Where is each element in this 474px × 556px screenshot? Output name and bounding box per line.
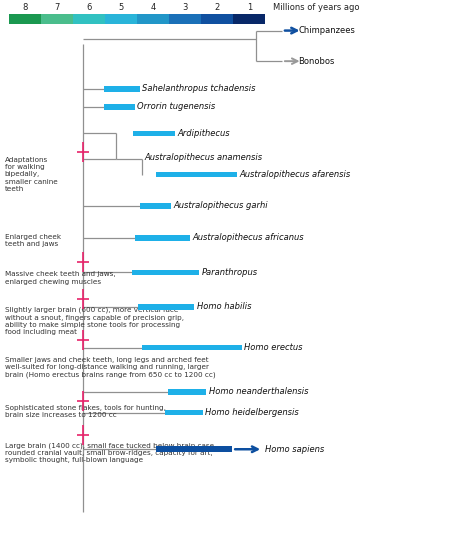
- Text: Slightly larger brain (600 cc), more vertical face
without a snout, fingers capa: Slightly larger brain (600 cc), more ver…: [5, 307, 184, 335]
- Text: 1: 1: [247, 3, 252, 12]
- Text: Australopithecus anamensis: Australopithecus anamensis: [145, 153, 263, 162]
- Text: Homo neanderthalensis: Homo neanderthalensis: [209, 388, 308, 396]
- Text: Australopithecus africanus: Australopithecus africanus: [192, 234, 303, 242]
- Text: Homo sapiens: Homo sapiens: [265, 445, 325, 454]
- Text: 3: 3: [183, 3, 188, 12]
- Text: 2: 2: [215, 3, 220, 12]
- Bar: [156, 446, 232, 452]
- Text: 4: 4: [151, 3, 156, 12]
- Text: Smaller jaws and cheek teeth, long legs and arched feet
well-suited for long-dis: Smaller jaws and cheek teeth, long legs …: [5, 357, 215, 378]
- Bar: [138, 304, 194, 310]
- Text: Homo heidelbergensis: Homo heidelbergensis: [205, 408, 299, 417]
- Text: Paranthropus: Paranthropus: [201, 268, 257, 277]
- Text: Bonobos: Bonobos: [299, 57, 335, 66]
- Text: Orrorin tugenensis: Orrorin tugenensis: [137, 102, 216, 111]
- Bar: [73, 14, 105, 24]
- Text: Ardipithecus: Ardipithecus: [178, 129, 230, 138]
- Bar: [104, 104, 135, 110]
- Bar: [233, 14, 265, 24]
- Text: Chimpanzees: Chimpanzees: [299, 26, 356, 35]
- Text: Australopithecus afarensis: Australopithecus afarensis: [239, 170, 351, 179]
- Bar: [105, 14, 137, 24]
- Bar: [104, 86, 140, 92]
- Bar: [137, 14, 170, 24]
- Bar: [133, 131, 175, 136]
- Text: 8: 8: [23, 3, 28, 12]
- Bar: [170, 14, 201, 24]
- Bar: [140, 203, 171, 208]
- Bar: [156, 172, 237, 177]
- Text: 7: 7: [55, 3, 60, 12]
- Bar: [142, 345, 242, 350]
- Text: Millions of years ago: Millions of years ago: [273, 3, 359, 12]
- Text: Australopithecus garhi: Australopithecus garhi: [173, 201, 268, 210]
- Text: Large brain (1400 cc), small face tucked below brain case,
rounded cranial vault: Large brain (1400 cc), small face tucked…: [5, 442, 216, 463]
- Bar: [168, 389, 206, 395]
- Text: Adaptations
for walking
bipedally,
smaller canine
teeth: Adaptations for walking bipedally, small…: [5, 157, 57, 192]
- Text: Homo erectus: Homo erectus: [244, 343, 302, 352]
- Text: Massive cheek teeth and jaws,
enlarged chewing muscles: Massive cheek teeth and jaws, enlarged c…: [5, 271, 115, 285]
- Text: Sophisticated stone flakes, tools for hunting,
brain size increases to 1200 cc: Sophisticated stone flakes, tools for hu…: [5, 405, 165, 418]
- Text: 6: 6: [87, 3, 92, 12]
- Bar: [135, 235, 190, 241]
- Bar: [42, 14, 73, 24]
- Text: 5: 5: [119, 3, 124, 12]
- Bar: [9, 14, 42, 24]
- Text: Homo habilis: Homo habilis: [197, 302, 251, 311]
- Bar: [132, 270, 199, 275]
- Bar: [201, 14, 233, 24]
- Bar: [165, 410, 203, 415]
- Text: Sahelanthropus tchadensis: Sahelanthropus tchadensis: [142, 85, 255, 93]
- Text: Enlarged cheek
teeth and jaws: Enlarged cheek teeth and jaws: [5, 234, 61, 247]
